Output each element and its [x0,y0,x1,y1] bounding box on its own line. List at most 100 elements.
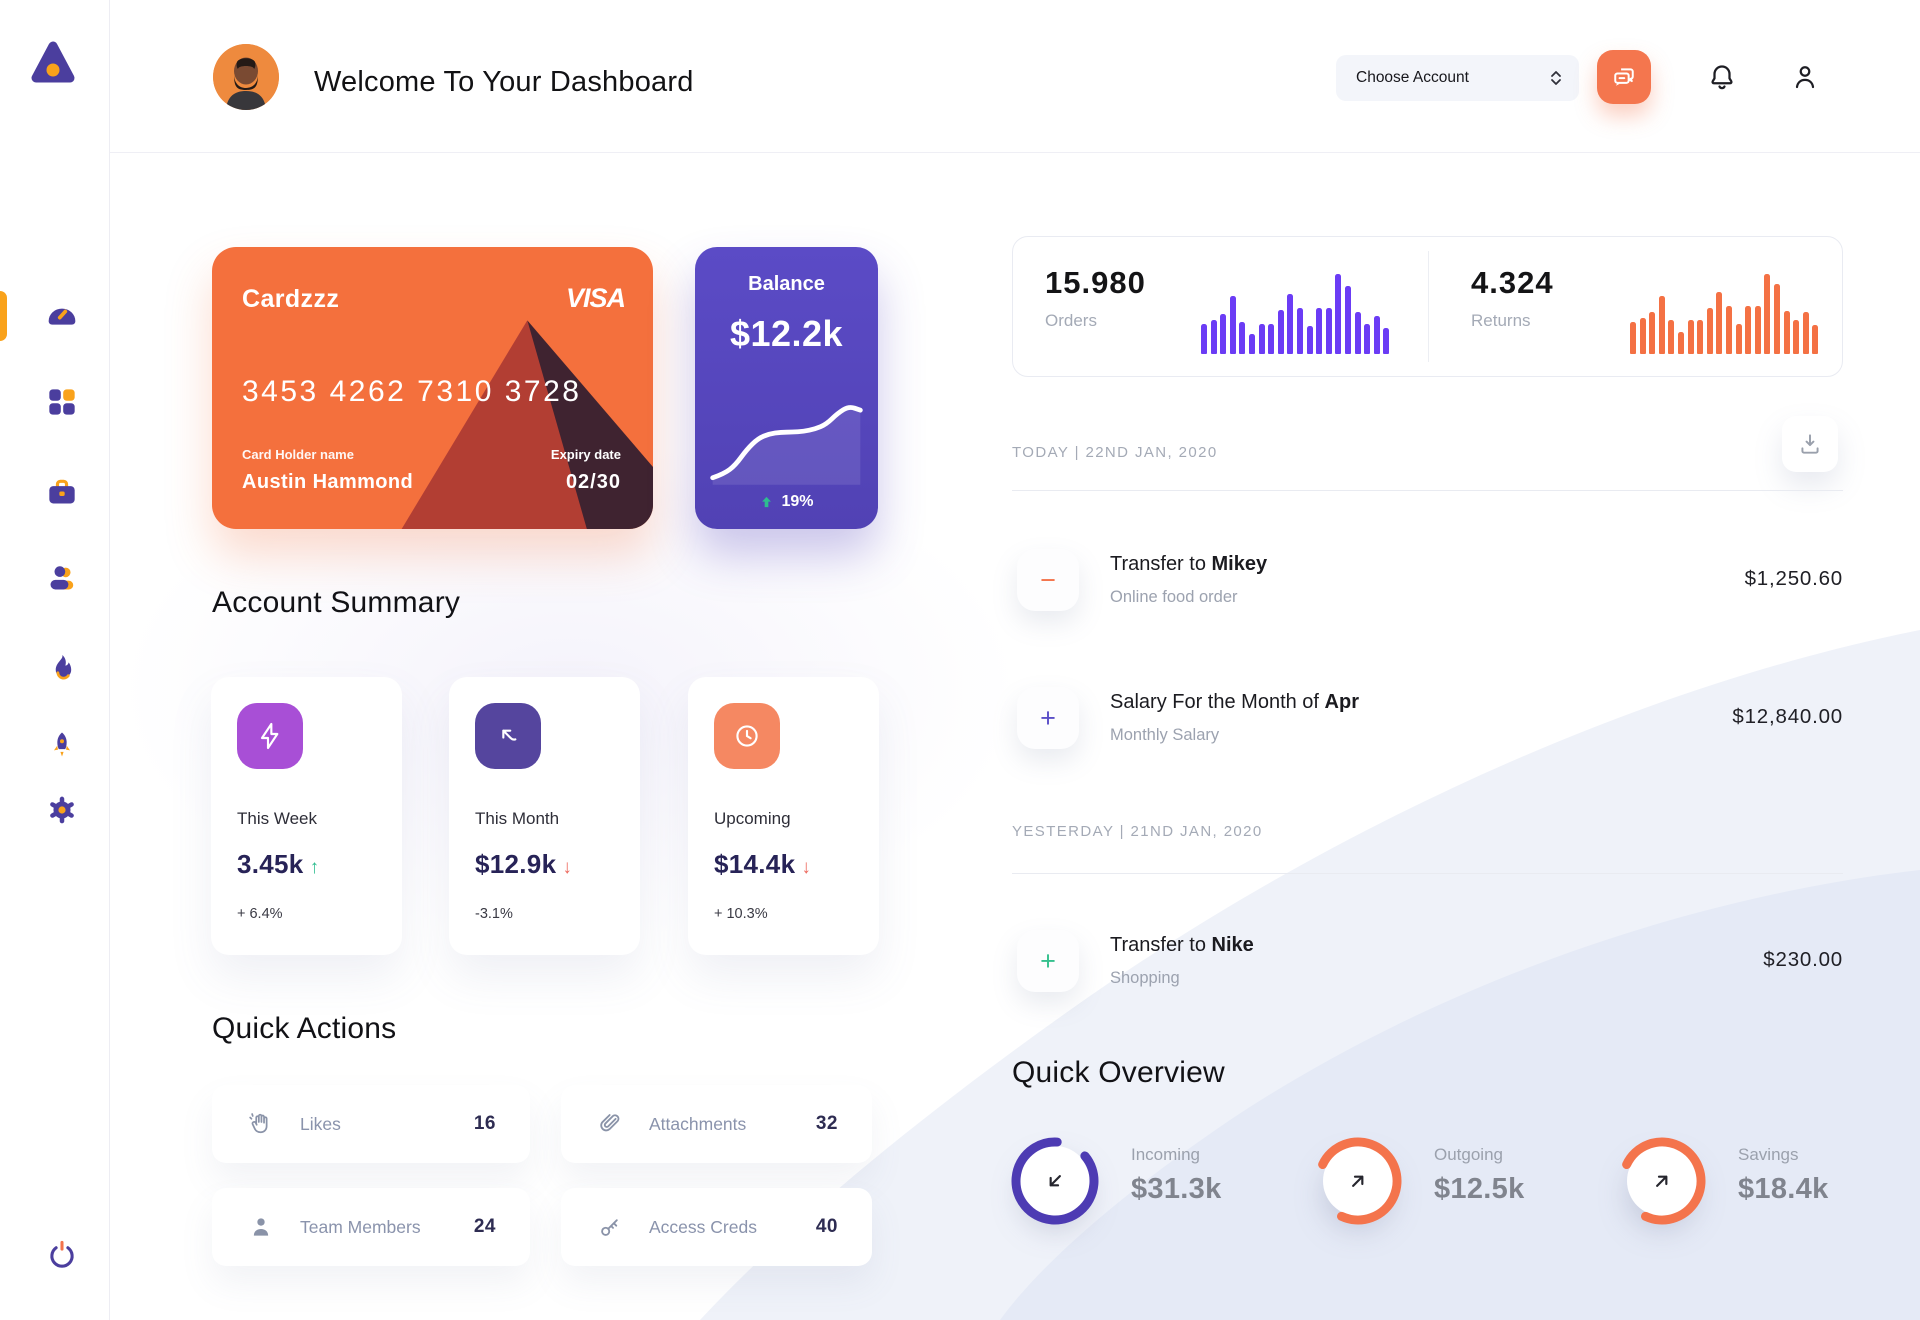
clock-icon [714,703,780,769]
incoming-progress-ring [1007,1133,1103,1229]
summary-value: 3.45k ↑ [237,849,320,879]
choose-account-select[interactable]: Choose Account [1336,55,1579,101]
visa-logo: VISA [565,283,626,313]
balance-card: Balance $12.2k 19% [695,247,878,529]
stats-divider [1428,251,1429,362]
up-right-arrow-icon [1352,1175,1364,1187]
user-icon [50,566,74,590]
quick-action-label: Likes [300,1113,341,1134]
summary-change: -3.1% [475,906,513,922]
member-icon [253,1218,269,1236]
user-avatar[interactable] [213,44,279,110]
quick-action-label: Team Members [300,1216,421,1237]
transaction-title: Transfer to Mikey [1110,553,1268,575]
page-title: Welcome To Your Dashboard [314,66,694,98]
summary-card-this-week: This Week 3.45k ↑ + 6.4% [211,677,402,955]
overview-value: $31.3k [1131,1173,1222,1205]
choose-account-label: Choose Account [1356,69,1469,86]
card-holder-name: Austin Hammond [242,471,414,493]
quick-action-count: 32 [815,1113,838,1134]
download-icon [1801,434,1819,454]
grid-icon [49,389,75,415]
card-holder-label: Card Holder name [242,447,354,462]
sidebar-item-dashboard[interactable] [46,299,78,331]
transaction-amount: $1,250.60 [1744,567,1843,590]
balance-change-value: 19% [781,493,814,510]
summary-label: Upcoming [714,809,791,828]
quick-action-team-members[interactable]: Team Members 24 [212,1188,530,1266]
profile-button[interactable] [1790,62,1820,92]
overview-incoming: Incoming $31.3k [1007,1133,1297,1229]
download-transactions-button[interactable] [1782,416,1838,472]
credit-card: Cardzzz VISA 3453 4262 7310 3728 Card Ho… [212,247,653,529]
logout-power-button[interactable] [46,1239,78,1271]
key-icon [601,1219,618,1236]
summary-change: + 6.4% [237,906,283,922]
top-bar: Welcome To Your Dashboard Choose Account [110,0,1920,153]
sidebar-item-settings[interactable] [46,794,78,826]
sidebar-item-portfolio[interactable] [46,476,78,508]
app-logo[interactable] [29,38,77,90]
transactions-date-yesterday: YESTERDAY | 21ND JAN, 2020 [1012,823,1263,840]
card-expiry-label: Expiry date [550,447,621,462]
divider [1012,873,1843,874]
notifications-button[interactable] [1707,62,1737,92]
account-summary-title: Account Summary [212,586,461,619]
overview-savings: Savings $18.4k [1614,1133,1904,1229]
overview-label: Incoming [1131,1145,1200,1164]
transaction-subtitle: Monthly Salary [1110,726,1220,744]
messages-button[interactable] [1597,50,1651,104]
transaction-subtitle: Shopping [1110,969,1180,987]
overview-label: Outgoing [1434,1145,1503,1164]
person-icon [1795,66,1815,89]
quick-action-access-creds[interactable]: Access Creds 40 [561,1188,872,1266]
overview-value: $12.5k [1434,1173,1525,1205]
quick-action-likes[interactable]: Likes 16 [212,1085,530,1163]
quick-overview-title: Quick Overview [1012,1056,1225,1089]
up-right-arrow-icon [1656,1175,1668,1187]
card-name: Cardzzz [242,285,340,313]
overview-label: Savings [1738,1145,1799,1164]
balance-trend-chart [710,405,863,485]
sidebar-item-launch[interactable] [46,729,78,761]
flame-icon [55,654,72,680]
balance-label: Balance [748,273,825,295]
up-arrow-icon [762,496,772,508]
card-expiry: 02/30 [565,471,621,493]
savings-progress-ring [1614,1133,1710,1229]
outgoing-progress-ring [1310,1133,1406,1229]
returns-label: Returns [1471,311,1531,330]
returns-mini-bar-chart [1630,270,1819,354]
logo-triangle-icon [31,41,75,83]
summary-card-upcoming: Upcoming $14.4k ↓ + 10.3% [688,677,879,955]
minus-icon: − [1017,549,1079,611]
sidebar-item-activity[interactable] [46,652,78,684]
paperclip-icon [600,1114,620,1132]
power-icon [50,1240,74,1268]
trend-arrow: ↓ [562,857,573,878]
transaction-subtitle: Online food order [1110,588,1238,606]
trend-arrow: ↑ [309,857,320,878]
balance-amount: $12.2k [729,313,844,354]
transaction-row-mikey[interactable]: − Transfer to Mikey Online food order $1… [1012,549,1843,611]
sidebar-item-team[interactable] [46,562,78,594]
transaction-row-nike[interactable]: + Transfer to Nike Shopping $230.00 [1012,930,1843,992]
quick-actions-title: Quick Actions [212,1012,397,1045]
trend-arrow-icon [475,703,541,769]
quick-action-label: Attachments [649,1113,747,1134]
speedometer-icon [48,308,76,325]
transaction-row-salary[interactable]: + Salary For the Month of Apr Monthly Sa… [1012,687,1843,749]
bolt-icon [237,703,303,769]
summary-change: + 10.3% [714,906,768,922]
quick-action-attachments[interactable]: Attachments 32 [561,1085,872,1163]
returns-value: 4.324 [1471,265,1554,300]
clap-icon [249,1113,268,1134]
chat-bubbles-icon [1614,68,1634,86]
orders-label: Orders [1045,311,1097,330]
sidebar [0,0,110,1320]
transaction-title: Salary For the Month of Apr [1110,691,1359,713]
avatar-image [213,44,279,110]
sidebar-item-apps[interactable] [46,386,78,418]
active-nav-indicator [0,291,7,341]
